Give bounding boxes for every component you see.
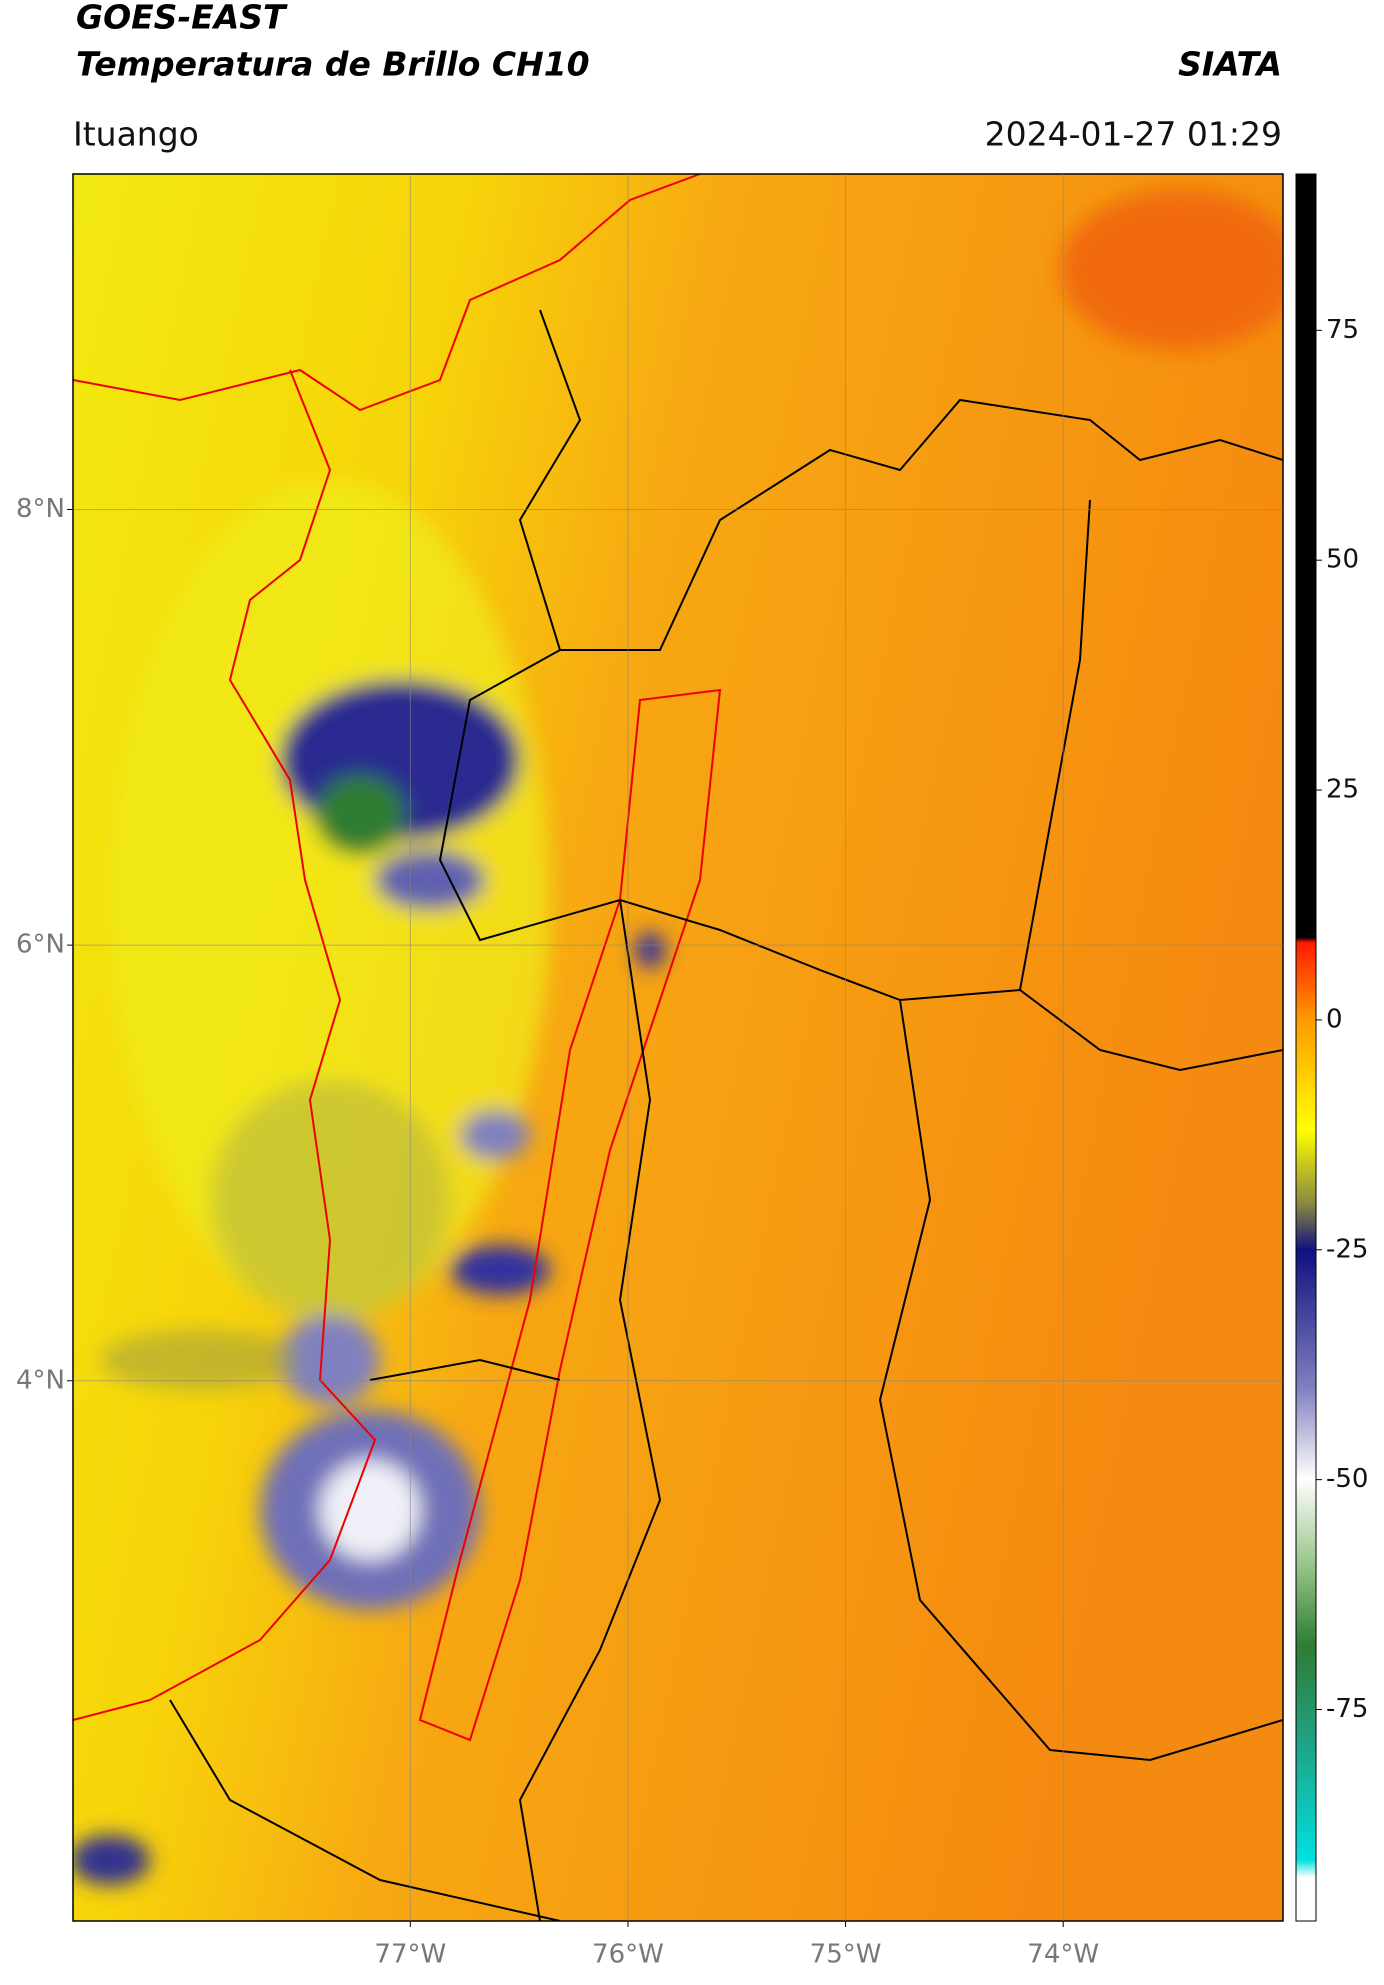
x-tick-label: 77°W xyxy=(374,1940,446,1970)
datetime: 2024-01-27 01:29 xyxy=(985,115,1282,154)
title: GOES-EAST xyxy=(76,0,288,37)
colorbar-label: 75 xyxy=(1326,315,1359,345)
colorbar-label: 25 xyxy=(1326,775,1359,805)
x-tick-label: 76°W xyxy=(592,1940,664,1970)
colorbar xyxy=(1295,173,1317,1922)
x-tick-label: 74°W xyxy=(1027,1940,1099,1970)
region: Ituango xyxy=(73,115,199,154)
source: SIATA xyxy=(1178,45,1282,84)
map-image xyxy=(73,174,1283,1921)
colorbar-label: -25 xyxy=(1326,1234,1368,1264)
map-frame xyxy=(72,173,1284,1922)
subtitle: Temperatura de Brillo CH10 xyxy=(76,45,590,84)
y-tick-label: 8°N xyxy=(16,494,65,524)
colorbar-label: 50 xyxy=(1326,545,1359,575)
colorbar-label: -50 xyxy=(1326,1464,1368,1494)
y-tick-label: 6°N xyxy=(16,930,65,960)
x-tick-label: 75°W xyxy=(810,1940,882,1970)
y-tick-label: 4°N xyxy=(16,1365,65,1395)
colorbar-label: 0 xyxy=(1326,1004,1343,1034)
colorbar-label: -75 xyxy=(1326,1694,1368,1724)
